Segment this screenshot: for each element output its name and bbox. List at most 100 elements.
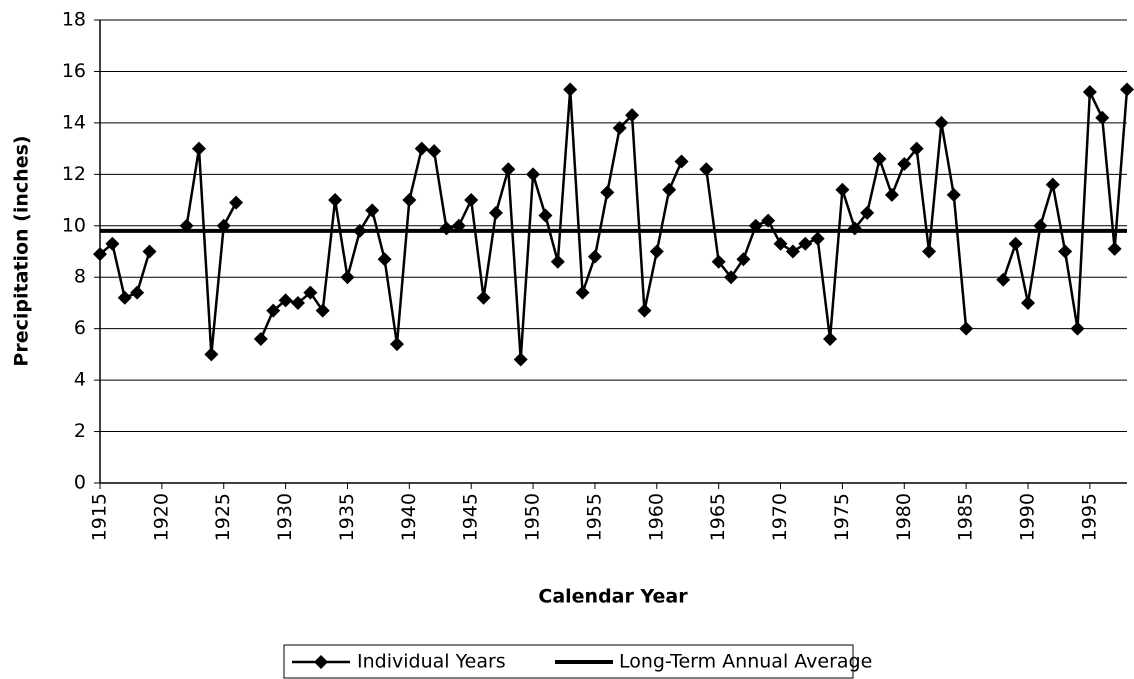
point	[637, 303, 652, 318]
point	[823, 331, 838, 346]
legend-label: Individual Years	[357, 651, 506, 673]
point	[1045, 177, 1060, 192]
point	[303, 285, 318, 300]
point	[996, 272, 1011, 287]
x-tick-label: 1970	[769, 493, 791, 541]
point	[191, 141, 206, 156]
point	[835, 182, 850, 197]
point	[1082, 85, 1097, 100]
point	[1021, 295, 1036, 310]
point	[550, 254, 565, 269]
x-tick-label: 1920	[150, 493, 172, 541]
y-tick-label: 10	[62, 214, 86, 236]
point	[563, 82, 578, 97]
x-tick-label: 1940	[398, 493, 420, 541]
x-tick-label: 1915	[89, 493, 111, 541]
y-tick-label: 8	[74, 266, 86, 288]
y-tick-label: 4	[74, 369, 86, 391]
x-tick-label: 1925	[212, 493, 234, 541]
y-tick-label: 18	[62, 9, 86, 31]
x-tick-label: 1990	[1017, 493, 1039, 541]
point	[575, 285, 590, 300]
point	[649, 244, 664, 259]
point	[538, 208, 553, 223]
point	[773, 236, 788, 251]
point	[946, 187, 961, 202]
x-tick-label: 1995	[1078, 493, 1100, 541]
y-tick-label: 2	[74, 420, 86, 442]
point	[414, 141, 429, 156]
point	[600, 185, 615, 200]
point	[798, 236, 813, 251]
point	[488, 205, 503, 220]
point	[266, 303, 281, 318]
y-tick-label: 0	[74, 472, 86, 494]
point	[934, 115, 949, 130]
point	[748, 218, 763, 233]
point	[1120, 82, 1134, 97]
y-tick-label: 14	[62, 111, 86, 133]
point	[1095, 110, 1110, 125]
point	[377, 252, 392, 267]
legend-label: Long-Term Annual Average	[619, 651, 872, 673]
point	[1008, 236, 1023, 251]
y-axis-title: Precipitation (inches)	[11, 135, 33, 366]
x-tick-label: 1955	[583, 493, 605, 541]
point	[625, 108, 640, 123]
point	[612, 121, 627, 136]
point	[1107, 241, 1122, 256]
series-line	[99, 89, 1129, 360]
point	[315, 303, 330, 318]
point	[328, 193, 343, 208]
point	[105, 236, 120, 251]
point	[464, 193, 479, 208]
point	[117, 290, 132, 305]
x-axis-title: Calendar Year	[538, 586, 688, 608]
point	[179, 218, 194, 233]
point	[922, 244, 937, 259]
point	[476, 290, 491, 305]
x-tick-label: 1935	[336, 493, 358, 541]
y-tick-label: 12	[62, 163, 86, 185]
point	[860, 205, 875, 220]
point	[1058, 244, 1073, 259]
point	[513, 352, 528, 367]
point	[451, 218, 466, 233]
point	[761, 213, 776, 228]
point	[501, 162, 516, 177]
point	[142, 244, 157, 259]
y-tick-label: 16	[62, 60, 86, 82]
point	[365, 203, 380, 218]
point	[959, 321, 974, 336]
point	[897, 157, 912, 172]
x-tick-label: 1945	[460, 493, 482, 541]
point	[909, 141, 924, 156]
point	[736, 252, 751, 267]
x-tick-label: 1930	[274, 493, 296, 541]
x-tick-label: 1960	[645, 493, 667, 541]
point	[340, 270, 355, 285]
point	[587, 249, 602, 264]
point	[699, 162, 714, 177]
point	[130, 285, 145, 300]
point	[389, 337, 404, 352]
point	[1070, 321, 1085, 336]
point	[253, 331, 268, 346]
point	[872, 151, 887, 166]
point	[290, 295, 305, 310]
point	[352, 223, 367, 238]
point	[439, 221, 454, 236]
point	[526, 167, 541, 182]
point	[674, 154, 689, 169]
point	[1033, 218, 1048, 233]
point	[785, 244, 800, 259]
point	[711, 254, 726, 269]
y-tick-label: 6	[74, 317, 86, 339]
x-tick-label: 1950	[522, 493, 544, 541]
x-tick-label: 1965	[707, 493, 729, 541]
point	[810, 231, 825, 246]
x-tick-label: 1975	[831, 493, 853, 541]
point	[884, 187, 899, 202]
point	[93, 247, 107, 262]
